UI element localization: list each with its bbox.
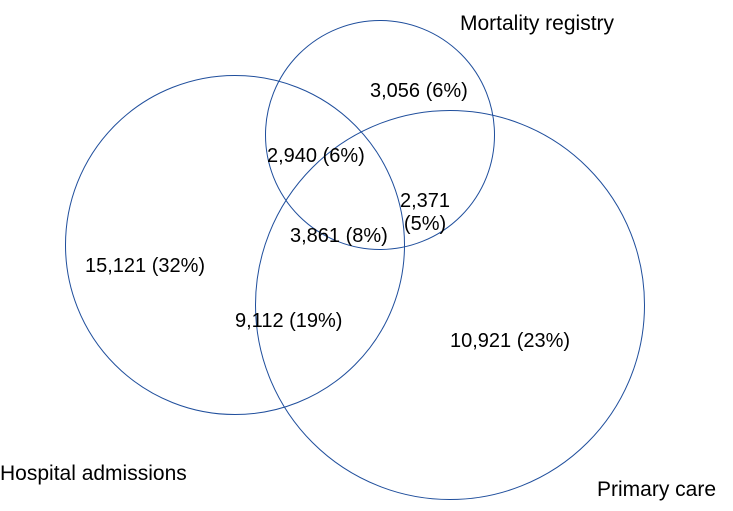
value-hospital-mortality: 2,940 (6%) xyxy=(267,145,365,168)
value-all-three: 3,861 (8%) xyxy=(290,225,388,248)
value-mortality-only: 3,056 (6%) xyxy=(370,80,468,103)
value-hospital-only: 15,121 (32%) xyxy=(85,255,205,278)
title-primary-care: Primary care xyxy=(597,478,716,502)
value-mortality-primary: 2,371(5%) xyxy=(400,190,450,236)
circle-primary-care xyxy=(255,110,645,500)
venn-diagram-stage: Hospital admissions Mortality registry P… xyxy=(0,0,733,511)
value-hospital-primary: 9,112 (19%) xyxy=(235,310,342,333)
value-primary-only: 10,921 (23%) xyxy=(450,330,570,353)
title-hospital-admissions: Hospital admissions xyxy=(0,462,187,486)
title-mortality-registry: Mortality registry xyxy=(460,12,614,36)
